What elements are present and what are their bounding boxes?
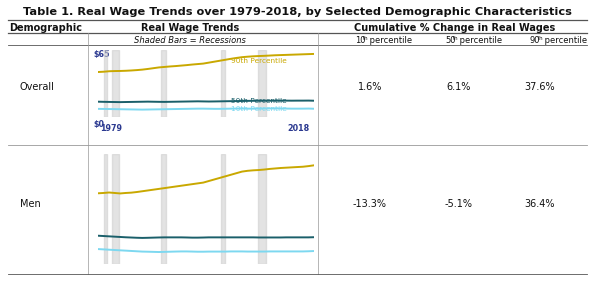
Text: Cumulative % Change in Real Wages: Cumulative % Change in Real Wages (355, 23, 556, 33)
Text: -13.3%: -13.3% (353, 199, 387, 209)
Bar (221, 154, 225, 264)
Text: percentile: percentile (457, 36, 502, 45)
Text: 50: 50 (445, 36, 456, 45)
Text: Shaded Bars = Recessions: Shaded Bars = Recessions (134, 36, 246, 45)
Bar (258, 50, 267, 117)
Text: 90th Percentile: 90th Percentile (231, 58, 287, 64)
Text: -5.1%: -5.1% (445, 199, 473, 209)
Text: percentile: percentile (542, 36, 587, 45)
Text: 90: 90 (530, 36, 540, 45)
Text: Men: Men (20, 199, 40, 209)
Text: th: th (362, 36, 368, 41)
Text: 1979: 1979 (100, 124, 122, 133)
Text: Real Wage Trends: Real Wage Trends (141, 23, 239, 33)
Text: th: th (538, 36, 543, 41)
Text: 10th Percentile: 10th Percentile (231, 106, 287, 112)
Text: $65: $65 (93, 50, 109, 59)
Text: Demographic: Demographic (10, 23, 83, 33)
Bar (161, 154, 165, 264)
Bar (161, 50, 165, 117)
Bar (104, 50, 108, 117)
Bar (258, 154, 267, 264)
Bar (112, 50, 119, 117)
Text: 50th Percentile: 50th Percentile (231, 98, 287, 103)
Text: percentile: percentile (367, 36, 412, 45)
Text: Overall: Overall (20, 82, 55, 92)
Text: 6.1%: 6.1% (447, 82, 471, 92)
Bar (221, 50, 225, 117)
Bar (112, 154, 119, 264)
Text: th: th (453, 36, 458, 41)
Text: 2018: 2018 (288, 124, 310, 133)
Bar (104, 154, 108, 264)
Text: Table 1. Real Wage Trends over 1979-2018, by Selected Demographic Characteristic: Table 1. Real Wage Trends over 1979-2018… (23, 7, 571, 17)
Text: 36.4%: 36.4% (525, 199, 555, 209)
Text: 1.6%: 1.6% (358, 82, 382, 92)
Text: 10: 10 (355, 36, 365, 45)
Text: 37.6%: 37.6% (525, 82, 555, 92)
Text: $0: $0 (93, 120, 104, 129)
